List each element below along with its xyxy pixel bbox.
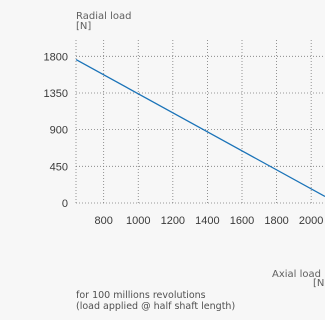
x-axis-unit: [N] [313, 278, 325, 289]
x-tick-label: 800 [94, 215, 112, 227]
y-axis-label: Radial load [76, 11, 132, 22]
y-tick-label: 900 [50, 125, 68, 137]
y-tick-labels: 0 450 900 1350 1800 [44, 51, 68, 210]
x-tick-label: 1800 [264, 215, 288, 227]
footnote-line-2: (load applied @ half shaft length) [76, 301, 236, 312]
x-tick-label: 1600 [230, 215, 254, 227]
y-tick-label: 450 [50, 161, 68, 173]
footnote-line-1: for 100 millions revolutions [76, 290, 206, 301]
x-axis-title: Axial load [272, 270, 321, 280]
x-tick-label: 1400 [195, 215, 219, 227]
series-lines [75, 58, 325, 198]
y-axis-title: Radial load [N] [76, 12, 131, 32]
x-tick-labels: 800 1000 1200 1400 1600 1800 2000 [94, 215, 323, 227]
x-axis-label: Axial load [272, 269, 321, 280]
y-tick-label: 1350 [44, 88, 68, 100]
grid-lines [75, 40, 325, 204]
series-line [75, 58, 325, 198]
y-tick-label: 1800 [44, 51, 68, 63]
footnote: for 100 millions revolutions (load appli… [76, 290, 235, 312]
x-tick-label: 2000 [299, 215, 323, 227]
x-tick-label: 1200 [161, 215, 185, 227]
y-tick-label: 0 [62, 198, 68, 210]
x-tick-label: 1000 [126, 215, 150, 227]
y-axis-unit: [N] [76, 21, 92, 32]
